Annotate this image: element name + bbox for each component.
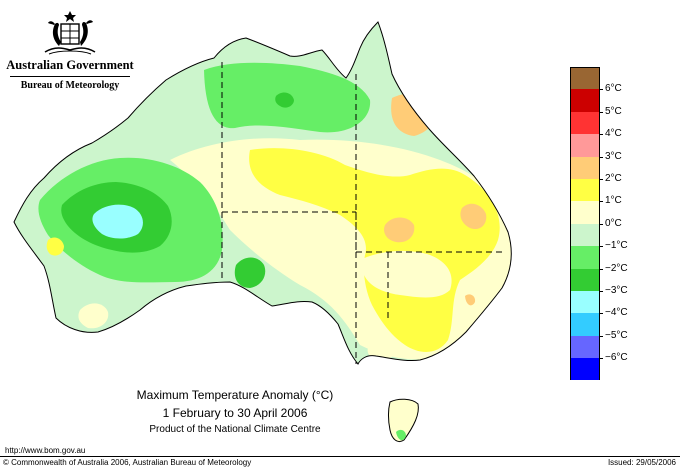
legend-tick (600, 223, 603, 225)
legend-label: −1°C (605, 240, 628, 252)
tasmania (388, 398, 419, 443)
legend-label: 5°C (605, 105, 622, 117)
legend-row (570, 134, 650, 157)
legend-row (570, 67, 650, 90)
legend-tick (600, 358, 603, 360)
agency-header: Australian Government Bureau of Meteorol… (6, 10, 134, 91)
legend-row (570, 223, 650, 247)
legend-row (570, 313, 650, 336)
legend-swatch (570, 134, 600, 157)
legend-row (570, 89, 650, 112)
legend-tick (600, 89, 603, 91)
legend-row (570, 246, 650, 269)
legend-swatch (570, 201, 600, 224)
legend-swatch (570, 111, 600, 135)
temperature-legend: 6°C 5°C 4°C 3°C 2°C 1°C 0°C −1°C −2°C −3°C −4°C −5°… (570, 67, 650, 381)
legend-tick (600, 201, 603, 203)
legend-tick (600, 313, 603, 315)
legend-swatch (570, 246, 600, 269)
legend-swatch (570, 290, 600, 314)
legend-label: −4°C (605, 307, 628, 319)
legend-label: −2°C (605, 262, 628, 274)
legend-row (570, 201, 650, 224)
legend-tick (600, 134, 603, 136)
legend-tick (600, 268, 603, 270)
legend-label: 1°C (605, 195, 622, 207)
legend-swatch (570, 67, 600, 90)
legend-label: 4°C (605, 128, 622, 140)
legend-label: 3°C (605, 150, 622, 162)
legend-swatch (570, 223, 600, 247)
legend-swatch (570, 313, 600, 336)
temperature-anomaly-map (13, 21, 512, 443)
legend-row (570, 268, 650, 291)
legend-row (570, 290, 650, 314)
legend-label: −5°C (605, 329, 628, 341)
map-title: Maximum Temperature Anomaly (°C) (136, 388, 334, 402)
government-name: Australian Government (6, 58, 134, 72)
legend-row (570, 156, 650, 179)
legend-row (570, 178, 650, 202)
legend-swatch (570, 335, 600, 359)
coat-of-arms-icon (44, 11, 96, 55)
legend-label: −6°C (605, 352, 628, 364)
map-caption: Maximum Temperature Anomaly (°C) 1 Febru… (115, 388, 355, 435)
legend-tick (600, 335, 603, 337)
legend-label: 2°C (605, 173, 622, 184)
legend-swatch (570, 268, 600, 291)
legend-tick (600, 156, 603, 158)
legend-swatch (570, 89, 600, 112)
issued-date: Issued: 29/05/2006 (607, 458, 676, 467)
map-date-range: 1 February to 30 April 2006 (162, 406, 308, 420)
legend-swatch (570, 156, 600, 179)
legend-tick (600, 246, 603, 248)
bureau-name: Bureau of Meteorology (20, 80, 120, 91)
legend-row (570, 335, 650, 359)
legend-label: 0°C (605, 217, 622, 229)
legend-tick (600, 291, 603, 292)
legend-label: −3°C (605, 285, 628, 296)
legend-swatch (570, 358, 600, 381)
legend-tick (600, 111, 603, 113)
legend-tick (600, 179, 603, 180)
copyright-notice: © Commonwealth of Australia 2006, Austra… (3, 458, 252, 467)
legend-row (570, 111, 650, 135)
footer-divider (0, 456, 680, 457)
map-product-note: Product of the National Climate Centre (149, 424, 321, 435)
legend-swatch (570, 178, 600, 202)
legend-label: 6°C (605, 83, 622, 95)
state-borders (221, 62, 504, 364)
source-url: http://www.bom.gov.au (5, 446, 86, 455)
header-divider (10, 76, 130, 77)
legend-row (570, 358, 650, 381)
